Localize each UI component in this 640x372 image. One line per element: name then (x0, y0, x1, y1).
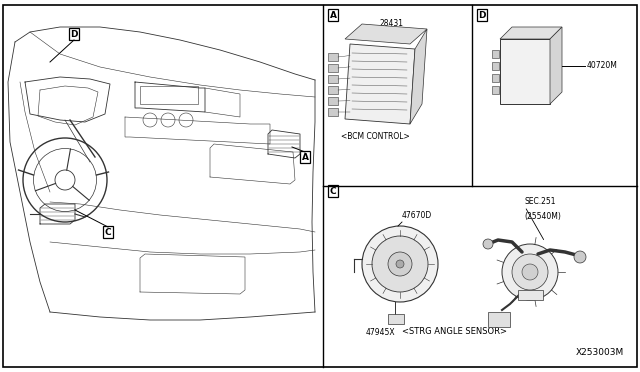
Bar (140, 86, 198, 104)
Text: 28431: 28431 (380, 19, 404, 28)
Circle shape (522, 264, 538, 280)
Text: A: A (301, 153, 308, 161)
Circle shape (372, 236, 428, 292)
Bar (500, 39, 550, 104)
Bar (488, 312, 510, 327)
Circle shape (574, 251, 586, 263)
Circle shape (388, 252, 412, 276)
Polygon shape (345, 44, 415, 124)
Bar (328, 108, 338, 116)
Circle shape (483, 239, 493, 249)
Text: 40720M: 40720M (587, 61, 618, 70)
Text: D: D (70, 29, 77, 38)
Bar (492, 74, 499, 82)
Text: 47945X: 47945X (365, 328, 395, 337)
Text: (25540M): (25540M) (525, 212, 562, 221)
Bar (328, 53, 338, 61)
Polygon shape (500, 27, 562, 39)
Bar (328, 75, 338, 83)
Text: C: C (105, 228, 111, 237)
Bar (328, 97, 338, 105)
Circle shape (396, 260, 404, 268)
Polygon shape (550, 27, 562, 104)
Polygon shape (345, 24, 427, 44)
Bar (518, 290, 543, 300)
Bar (492, 86, 499, 94)
Circle shape (362, 226, 438, 302)
Text: C: C (330, 186, 336, 196)
Text: <STRG ANGLE SENSOR>: <STRG ANGLE SENSOR> (402, 327, 507, 336)
Text: <BCM CONTROL>: <BCM CONTROL> (340, 132, 410, 141)
Bar (328, 64, 338, 72)
Bar (328, 86, 338, 94)
Text: SEC.251: SEC.251 (525, 198, 556, 206)
Circle shape (502, 244, 558, 300)
Text: 47670D: 47670D (402, 211, 432, 220)
Text: A: A (330, 10, 337, 19)
Text: D: D (478, 10, 486, 19)
Bar (388, 314, 404, 324)
Text: X253003M: X253003M (576, 348, 624, 357)
Polygon shape (410, 29, 427, 124)
Bar (492, 50, 499, 58)
Bar (492, 62, 499, 70)
Circle shape (512, 254, 548, 290)
